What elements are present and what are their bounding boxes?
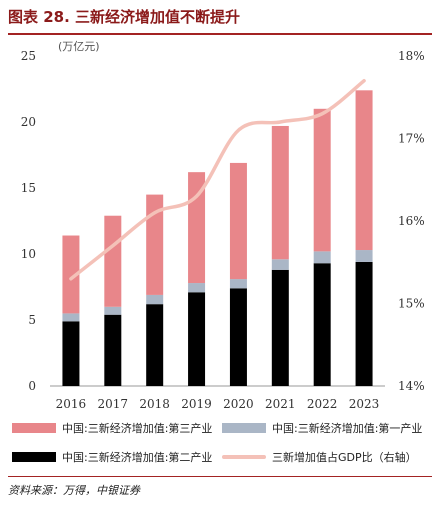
bar-segment — [271, 269, 289, 386]
bar-segment — [188, 292, 206, 386]
y2-tick-label: 14% — [398, 379, 425, 393]
gdp-share-line — [69, 79, 366, 281]
y-tick-label: 20 — [21, 115, 36, 129]
y2-tick-label: 15% — [398, 297, 425, 311]
y-unit-label: (万亿元) — [58, 40, 100, 53]
x-tick-label: 2021 — [265, 397, 296, 411]
y-tick-label: 15 — [21, 181, 36, 195]
bar-segment — [188, 283, 206, 293]
bar-segment — [146, 294, 164, 305]
bar-segment — [313, 108, 331, 252]
source-rule — [8, 476, 432, 477]
y-tick-label: 10 — [21, 247, 36, 261]
bar-segment — [229, 288, 247, 386]
bar-segment — [104, 314, 122, 386]
figure-title: 图表 28. 三新经济增加值不断提升 — [8, 8, 241, 26]
y2-tick-label: 18% — [398, 49, 425, 63]
bar-segment — [355, 250, 373, 262]
bar-segment — [271, 259, 289, 270]
bar-segment — [62, 321, 80, 386]
bar-segment — [229, 162, 247, 280]
bar-segment — [229, 279, 247, 289]
x-tick-label: 2016 — [56, 397, 87, 411]
bar-segment — [271, 125, 289, 260]
x-tick-label: 2017 — [98, 397, 129, 411]
bar-segment — [62, 235, 80, 314]
bar-segment — [104, 306, 122, 315]
y-tick-label: 0 — [28, 379, 36, 393]
bar-segment — [62, 313, 80, 322]
x-tick-label: 2022 — [307, 397, 338, 411]
x-tick-label: 2019 — [181, 397, 212, 411]
bar-segment — [355, 90, 373, 251]
bar-segment — [146, 304, 164, 386]
y-tick-label: 25 — [21, 49, 36, 63]
x-tick-label: 2020 — [223, 397, 254, 411]
y2-tick-label: 16% — [398, 214, 425, 228]
x-tick-label: 2018 — [139, 397, 170, 411]
x-tick-label: 2023 — [349, 397, 380, 411]
bar-segment — [313, 263, 331, 386]
bar-segment — [104, 215, 122, 307]
y2-tick-label: 17% — [398, 132, 425, 146]
bar-segment — [313, 251, 331, 264]
bar-segment — [146, 194, 164, 295]
bar-segment — [355, 261, 373, 386]
title-rule — [8, 33, 432, 35]
source-note: 资料来源：万得，中银证券 — [8, 484, 140, 497]
y-tick-label: 5 — [28, 313, 36, 327]
